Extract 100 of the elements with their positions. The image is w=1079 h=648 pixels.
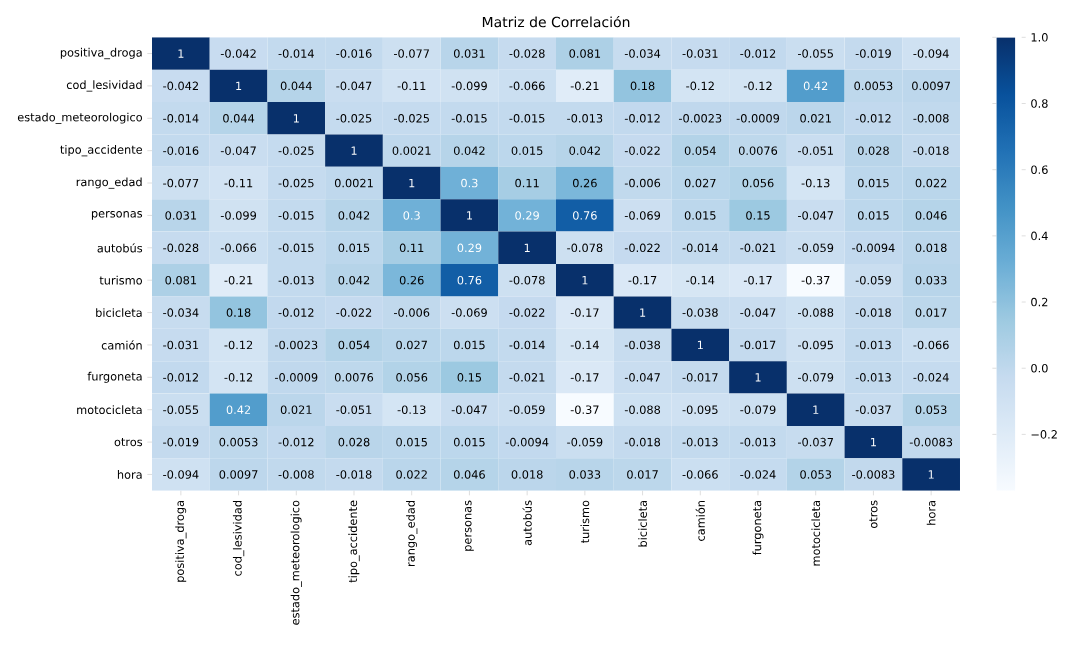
- data-label: -0.094: [913, 49, 949, 58]
- data-label: 0.015: [453, 340, 485, 350]
- color-bar-label: 1.0: [1031, 33, 1048, 42]
- x-tick-label: otros: [869, 500, 878, 529]
- data-label: 1: [871, 437, 876, 447]
- data-label: -0.006: [393, 308, 430, 317]
- y-tick-label: positiva_droga: [60, 47, 142, 60]
- data-label: -0.088: [797, 308, 834, 317]
- y-tick-label: estado_meteorologico: [17, 112, 143, 124]
- data-label: -0.0083: [852, 470, 895, 479]
- data-label: -0.066: [509, 81, 545, 91]
- data-label: 1: [697, 340, 703, 350]
- data-label: 0.046: [915, 211, 947, 220]
- data-label: 0.022: [915, 178, 947, 188]
- data-label: -0.017: [682, 373, 718, 382]
- data-label: -0.018: [913, 146, 949, 155]
- data-label: 0.015: [857, 178, 889, 188]
- data-label: -0.047: [740, 308, 776, 317]
- data-label: -0.095: [797, 340, 833, 350]
- y-tick-label: cod_lesividad: [66, 80, 142, 92]
- data-label: -0.095: [682, 405, 718, 414]
- data-label: -0.018: [624, 437, 661, 447]
- data-label: 0.015: [396, 437, 427, 447]
- data-label: 1: [178, 49, 184, 58]
- data-label: -0.016: [336, 49, 372, 58]
- data-label: -0.055: [163, 405, 199, 414]
- data-label: -0.17: [570, 308, 599, 317]
- data-label: 0.031: [453, 49, 485, 58]
- data-label: 0.053: [915, 405, 947, 414]
- data-label: 0.081: [165, 275, 197, 285]
- data-label: 0.042: [569, 146, 600, 155]
- data-label: 0.015: [684, 211, 716, 220]
- data-label: 0.027: [396, 340, 427, 350]
- data-label: 0.021: [280, 405, 312, 414]
- data-label: -0.079: [797, 373, 834, 382]
- data-label: -0.078: [567, 243, 603, 253]
- x-tick-label: tipo_accidente: [348, 500, 360, 583]
- data-label: 0.3: [403, 211, 420, 220]
- data-label: 1: [293, 114, 299, 123]
- data-label: 0.056: [396, 373, 428, 382]
- data-label: -0.021: [509, 373, 545, 382]
- data-label: -0.012: [278, 437, 314, 447]
- x-tick-label: cod_lesividad: [232, 501, 245, 576]
- data-label: -0.047: [624, 373, 660, 382]
- color-bar-label: 0.2: [1031, 297, 1048, 307]
- data-label: 1: [467, 211, 472, 220]
- x-tick-label: camión: [695, 501, 705, 541]
- data-label: 0.0021: [334, 178, 373, 188]
- data-label: -0.034: [163, 308, 199, 317]
- data-label: 1: [351, 146, 357, 155]
- data-label: 0.015: [338, 243, 370, 253]
- data-label: -0.13: [801, 178, 830, 188]
- x-tick-label: motocicleta: [811, 501, 821, 566]
- data-label: -0.066: [220, 243, 257, 253]
- data-label: -0.042: [220, 49, 256, 58]
- y-tick-label: autobús: [97, 243, 143, 253]
- data-label: 0.0021: [392, 146, 431, 155]
- data-label: -0.0023: [274, 340, 318, 350]
- data-label: 1: [755, 373, 761, 382]
- data-label: -0.0094: [505, 437, 549, 447]
- data-label: -0.047: [451, 405, 487, 414]
- data-label: 0.046: [453, 470, 485, 479]
- data-label: -0.12: [686, 81, 714, 91]
- data-label: 1: [640, 308, 646, 317]
- data-label: -0.037: [797, 437, 834, 447]
- data-label: -0.022: [336, 308, 372, 317]
- data-label: 0.015: [453, 437, 485, 447]
- y-tick-label: personas: [91, 211, 143, 220]
- color-bar-label: 0.0: [1031, 363, 1048, 373]
- data-label: 0.0097: [219, 470, 258, 479]
- data-label: -0.031: [682, 49, 718, 58]
- data-label: -0.0083: [909, 437, 953, 447]
- x-tick-label: bicicleta: [638, 501, 647, 547]
- data-label: -0.059: [567, 437, 603, 447]
- data-label: -0.015: [278, 243, 314, 253]
- data-label: 0.015: [511, 146, 543, 155]
- data-label: 0.033: [915, 275, 947, 285]
- data-label: -0.006: [624, 178, 661, 188]
- data-label: -0.012: [163, 373, 198, 382]
- data-label: -0.015: [278, 211, 314, 220]
- data-label: -0.025: [278, 146, 314, 155]
- data-label: -0.042: [163, 81, 198, 91]
- data-label: -0.013: [855, 373, 891, 382]
- x-tick-label: estado_meteorologico: [290, 500, 302, 625]
- data-label: -0.077: [163, 178, 199, 188]
- data-label: -0.12: [224, 340, 253, 350]
- data-label: -0.038: [624, 340, 661, 350]
- data-label: 0.15: [457, 373, 482, 382]
- data-label: -0.17: [570, 373, 599, 382]
- data-label: -0.21: [224, 275, 253, 285]
- data-label: -0.037: [855, 405, 891, 414]
- data-label: -0.012: [740, 49, 776, 58]
- color-bar-label: −0.2: [1031, 430, 1057, 439]
- data-label: -0.066: [913, 340, 949, 350]
- color-bar-label: 0.8: [1031, 99, 1048, 108]
- data-label: -0.012: [624, 114, 660, 123]
- chart-title: Matriz de Correlación: [482, 15, 630, 28]
- data-label: -0.024: [740, 470, 776, 479]
- data-label: 0.0053: [219, 437, 258, 447]
- data-label: 0.022: [396, 470, 427, 479]
